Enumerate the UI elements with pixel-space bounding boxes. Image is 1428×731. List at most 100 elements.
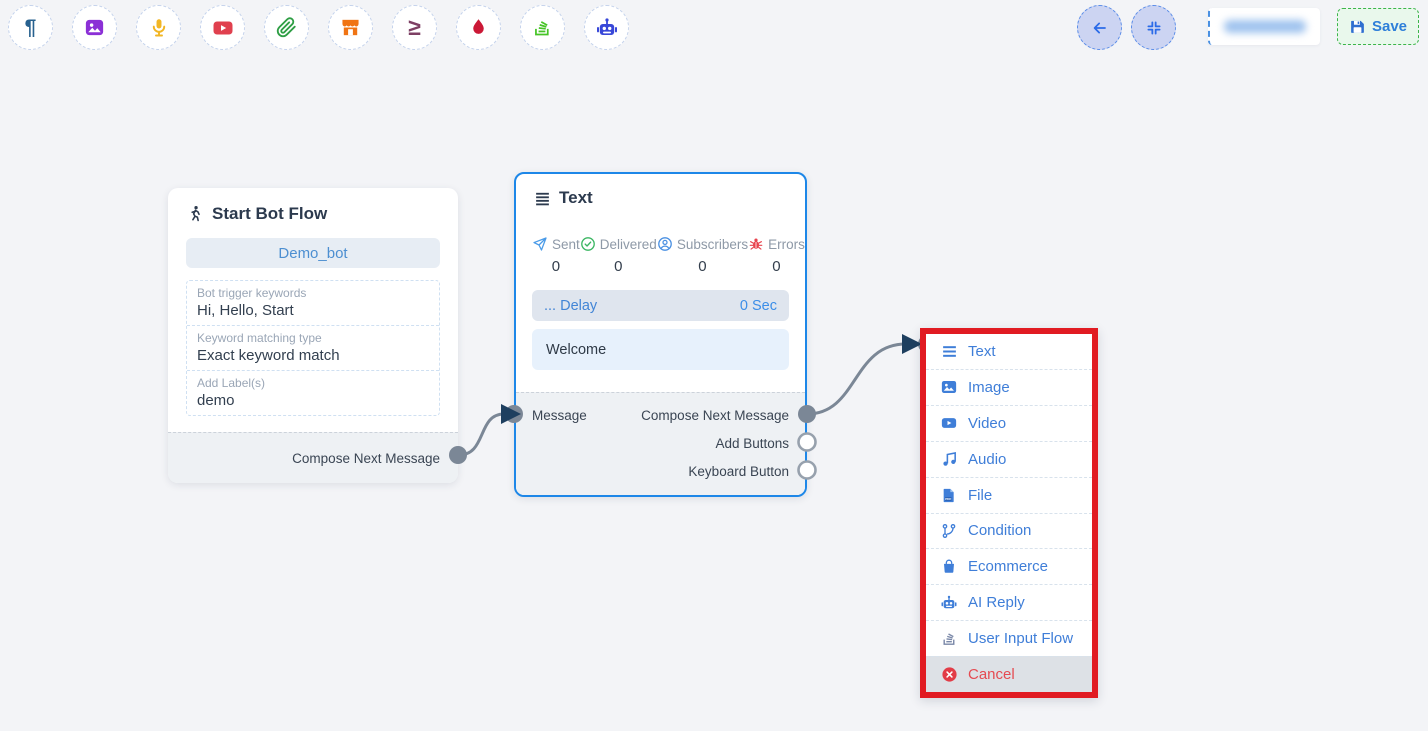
menu-item-label: Cancel [968, 666, 1015, 684]
stack-icon [535, 21, 549, 36]
image-icon [85, 19, 104, 36]
microphone-icon [152, 18, 165, 36]
stat-value: 0 [772, 258, 781, 275]
back-button[interactable] [1077, 5, 1122, 50]
toolbar-button-youtube[interactable] [200, 5, 245, 50]
fit-view-button[interactable] [1131, 5, 1176, 50]
youtube-icon [213, 21, 232, 34]
menu-item-label: Video [968, 414, 1007, 432]
menu-item-label: User Input Flow [968, 630, 1074, 648]
stat-label: Sent [552, 236, 580, 252]
text-node-header: Text [516, 174, 805, 208]
toolbar-button-droplet[interactable] [456, 5, 501, 50]
text-node-title: Text [559, 188, 593, 207]
store-icon [342, 19, 359, 36]
text-node[interactable]: Text Sent 0 Delivered [514, 172, 807, 497]
stat-value: 0 [551, 258, 561, 275]
toolbar-button-microphone[interactable] [136, 5, 181, 50]
compress-arrows-icon [1146, 20, 1161, 35]
add-element-menu: Text Image Video [920, 328, 1098, 698]
text-node-stats: Sent 0 Delivered 0 [532, 236, 805, 275]
toolbar-button-user-input[interactable] [520, 5, 565, 50]
menu-item-label: Ecommerce [968, 558, 1049, 576]
menu-item-image[interactable]: Image [926, 368, 1092, 405]
connector-start-to-text [457, 412, 505, 457]
message-text-box[interactable]: Welcome [532, 329, 789, 370]
menu-item-user-input-flow[interactable]: User Input Flow [926, 620, 1092, 656]
stat-value: 0 [698, 258, 707, 275]
redacted-label [1224, 20, 1306, 33]
field-value: Hi, Hello, Start [197, 302, 294, 319]
start-bot-flow-node[interactable]: Start Bot Flow Demo_bot Bot trigger keyw… [168, 188, 458, 483]
floppy-disk-icon [1351, 20, 1364, 33]
toolbar-button-image[interactable] [72, 5, 117, 50]
toolbar-button-paragraph[interactable]: ¶ [8, 5, 53, 50]
toolbar-button-store[interactable] [328, 5, 373, 50]
file-pdf-icon: PDF [939, 487, 959, 504]
menu-item-label: Image [968, 378, 1010, 396]
start-node-title: Start Bot Flow [212, 204, 328, 223]
menu-item-label: Audio [968, 450, 1007, 468]
stat-subscribers: Subscribers 0 [657, 236, 748, 275]
menu-item-video[interactable]: Video [926, 404, 1092, 441]
menu-item-ecommerce[interactable]: Ecommerce [926, 548, 1092, 584]
field-add-labels[interactable]: Add Label(s) demo [187, 370, 439, 415]
start-node-header: Start Bot Flow [168, 188, 458, 224]
shopping-bag-icon [939, 558, 959, 575]
stat-label: Delivered [599, 236, 657, 252]
field-bot-trigger-keywords[interactable]: Bot trigger keywords Hi, Hello, Start [187, 281, 439, 325]
delay-value: 0 Sec [739, 297, 777, 314]
menu-item-label: AI Reply [968, 594, 1025, 612]
field-label: Add Label(s) [197, 376, 266, 390]
stat-errors: Errors 0 [748, 236, 805, 275]
image-icon [939, 378, 959, 396]
paper-plane-icon [533, 237, 547, 251]
toolbar-button-robot[interactable] [584, 5, 629, 50]
field-value: demo [197, 392, 235, 409]
message-input-label: Message [532, 407, 587, 423]
save-button-label: Save [1371, 18, 1408, 35]
music-note-icon [939, 451, 959, 468]
check-circle-icon [580, 237, 595, 251]
save-button[interactable]: Save [1337, 8, 1419, 45]
toolbar-button-attachment[interactable] [264, 5, 309, 50]
video-icon [939, 414, 959, 432]
menu-item-cancel[interactable]: Cancel [926, 656, 1092, 693]
robot-icon [596, 17, 617, 35]
paperclip-icon [276, 17, 296, 38]
compose-next-message-output-label: Compose Next Message [292, 450, 440, 466]
stat-label: Errors [768, 236, 805, 252]
menu-item-label: File [968, 486, 993, 504]
person-circle-icon [657, 237, 672, 251]
menu-item-text[interactable]: Text [926, 334, 1092, 369]
keyboard-button-output-label: Keyboard Button [688, 463, 789, 479]
stat-sent: Sent 0 [532, 236, 580, 275]
text-node-footer: Message Compose Next Message Add Buttons… [516, 392, 805, 495]
menu-item-audio[interactable]: Audio [926, 440, 1092, 477]
arrow-left-icon [1093, 22, 1106, 33]
stat-value: 0 [614, 258, 623, 275]
redacted-button[interactable] [1208, 8, 1320, 45]
menu-item-label: Condition [968, 522, 1032, 540]
delay-label: ... Delay [544, 297, 598, 314]
menu-item-condition[interactable]: Condition [926, 512, 1092, 549]
compose-next-message-output-label: Compose Next Message [641, 407, 789, 423]
menu-item-file[interactable]: PDF File [926, 476, 1092, 513]
toolbar-button-greater-equal[interactable]: ≥ [392, 5, 437, 50]
field-keyword-matching-type[interactable]: Keyword matching type Exact keyword matc… [187, 325, 439, 370]
running-man-icon [191, 206, 200, 222]
add-buttons-output-label: Add Buttons [715, 435, 789, 451]
start-node-footer: Compose Next Message [168, 432, 458, 483]
text-lines-icon [939, 343, 959, 360]
delay-setting[interactable]: ... Delay 0 Sec [532, 290, 789, 321]
connector-text-to-menu [806, 342, 907, 416]
paragraph-icon: ¶ [24, 16, 37, 39]
bot-name-button[interactable]: Demo_bot [186, 238, 440, 268]
greater-equal-icon: ≥ [408, 14, 421, 40]
bug-icon [749, 238, 763, 250]
menu-item-ai-reply[interactable]: AI Reply [926, 584, 1092, 620]
field-label: Keyword matching type [197, 331, 322, 345]
field-label: Bot trigger keywords [197, 286, 307, 300]
x-circle-icon [939, 666, 959, 683]
